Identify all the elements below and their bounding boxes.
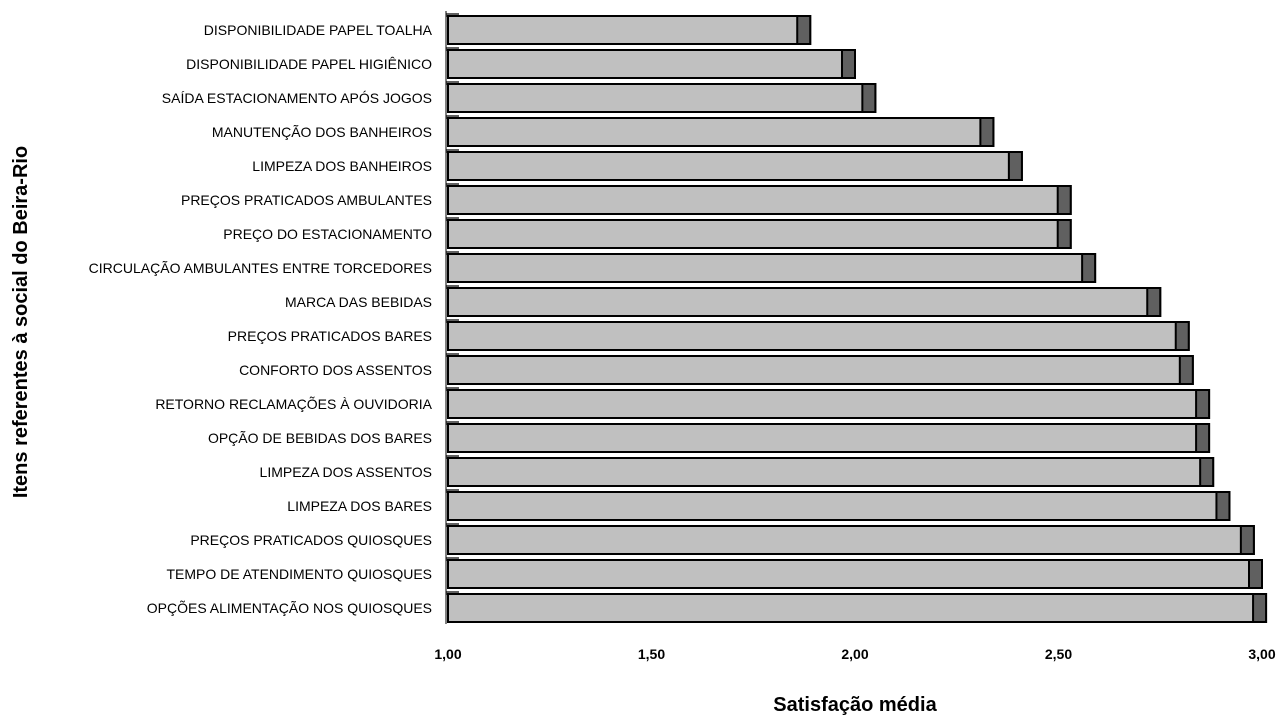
bar (447, 83, 877, 113)
category-label: RETORNO RECLAMAÇÕES À OUVIDORIA (155, 396, 432, 412)
bar (447, 321, 1190, 351)
x-axis: 1,00 1,50 2,00 2,50 3,00 (434, 11, 1276, 662)
bar (447, 559, 1263, 589)
bar-cap (1081, 253, 1097, 283)
bar-cap (1174, 321, 1190, 351)
bar-cap (1195, 389, 1211, 419)
category-label: SAÍDA ESTACIONAMENTO APÓS JOGOS (162, 90, 432, 106)
category-label: LIMPEZA DOS ASSENTOS (260, 464, 432, 480)
category-label: PREÇOS PRATICADOS BARES (228, 328, 432, 344)
x-tick-label: 1,00 (434, 646, 461, 662)
x-axis-title: Satisfação média (773, 694, 937, 716)
bar-cap (1007, 151, 1023, 181)
category-label: OPÇÃO DE BEBIDAS DOS BARES (208, 430, 432, 446)
bar (447, 287, 1162, 317)
bar (447, 389, 1211, 419)
category-label: CIRCULAÇÃO AMBULANTES ENTRE TORCEDORES (89, 260, 432, 276)
category-label: PREÇOS PRATICADOS QUIOSQUES (190, 532, 432, 548)
bar (447, 423, 1211, 453)
category-label: PREÇO DO ESTACIONAMENTO (223, 226, 432, 242)
bar (447, 49, 856, 79)
bar-cap (1056, 185, 1072, 215)
bar-cap (1199, 457, 1215, 487)
bar-cap (1146, 287, 1162, 317)
bar (447, 525, 1255, 555)
bars-group (446, 13, 1268, 623)
x-tick-label: 2,00 (841, 646, 868, 662)
bar (447, 219, 1072, 249)
bar (447, 253, 1097, 283)
bar (447, 185, 1072, 215)
bar-cap (1056, 219, 1072, 249)
category-label: MANUTENÇÃO DOS BANHEIROS (212, 124, 432, 140)
x-tick-label: 3,00 (1248, 646, 1275, 662)
bar (447, 457, 1215, 487)
category-label: CONFORTO DOS ASSENTOS (239, 362, 432, 378)
bar-cap (979, 117, 995, 147)
bar (447, 15, 812, 45)
bar (447, 117, 995, 147)
category-label: TEMPO DE ATENDIMENTO QUIOSQUES (166, 566, 432, 582)
x-tick-label: 1,50 (638, 646, 665, 662)
bar (447, 593, 1268, 623)
bar (447, 355, 1194, 385)
bar-cap (1248, 559, 1263, 589)
category-label: DISPONIBILIDADE PAPEL TOALHA (204, 22, 433, 38)
category-label: MARCA DAS BEBIDAS (285, 294, 432, 310)
bar-cap (1178, 355, 1194, 385)
bar-cap (841, 49, 856, 79)
bar (447, 491, 1231, 521)
bar-cap (1252, 593, 1268, 623)
bar-cap (1215, 491, 1231, 521)
bar-cap (861, 83, 877, 113)
category-labels: DISPONIBILIDADE PAPEL TOALHA DISPONIBILID… (89, 22, 433, 616)
category-label: PREÇOS PRATICADOS AMBULANTES (181, 192, 432, 208)
x-tick-label: 2,50 (1045, 646, 1072, 662)
bar (447, 151, 1023, 181)
bar-cap (1239, 525, 1255, 555)
bar-cap (1195, 423, 1211, 453)
y-axis-title: Itens referentes à social do Beira-Rio (10, 146, 32, 498)
bar-cap (796, 15, 812, 45)
category-label: LIMPEZA DOS BANHEIROS (252, 158, 432, 174)
category-label: LIMPEZA DOS BARES (287, 498, 432, 514)
category-label: DISPONIBILIDADE PAPEL HIGIÊNICO (186, 56, 432, 72)
category-label: OPÇÕES ALIMENTAÇÃO NOS QUIOSQUES (147, 600, 432, 616)
